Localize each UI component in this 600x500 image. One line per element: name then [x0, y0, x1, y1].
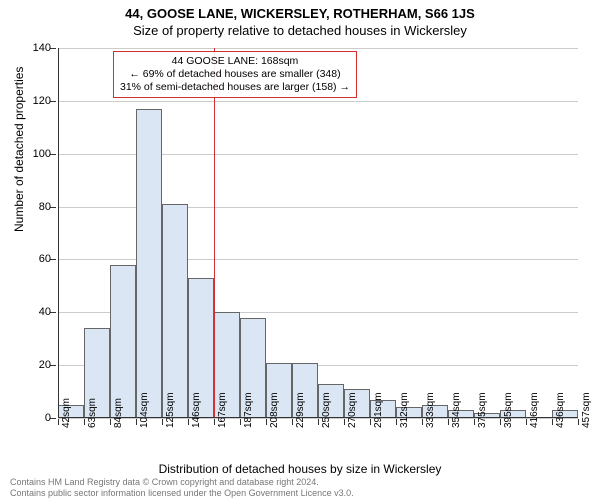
x-tick-label: 187sqm	[243, 392, 254, 428]
y-tick-label: 40	[39, 306, 51, 318]
x-tick-label: 457sqm	[581, 392, 592, 428]
chart-container: 44, GOOSE LANE, WICKERSLEY, ROTHERHAM, S…	[0, 0, 600, 500]
marker-line	[214, 48, 215, 418]
x-tick-label: 125sqm	[165, 392, 176, 428]
y-tick-label: 80	[39, 201, 51, 213]
x-tick	[240, 419, 241, 425]
x-tick	[552, 419, 553, 425]
x-tick-label: 42sqm	[61, 398, 72, 428]
x-tick	[110, 419, 111, 425]
histogram-bar	[136, 109, 162, 418]
x-tick	[396, 419, 397, 425]
y-tick-label: 0	[45, 412, 51, 424]
x-tick-label: 375sqm	[477, 392, 488, 428]
annotation-line3: 31% of semi-detached houses are larger (…	[120, 81, 350, 94]
x-axis-title: Distribution of detached houses by size …	[0, 462, 600, 476]
y-axis-title: Number of detached properties	[12, 67, 26, 232]
x-tick	[448, 419, 449, 425]
plot-area: 02040608010012014042sqm63sqm84sqm104sqm1…	[58, 48, 578, 418]
x-tick	[500, 419, 501, 425]
x-tick	[292, 419, 293, 425]
x-tick	[214, 419, 215, 425]
x-tick-label: 416sqm	[529, 392, 540, 428]
histogram-bar	[162, 204, 188, 418]
x-tick	[370, 419, 371, 425]
x-tick-label: 63sqm	[87, 398, 98, 428]
y-tick-label: 140	[33, 42, 51, 54]
annotation-line1: 44 GOOSE LANE: 168sqm	[120, 55, 350, 68]
x-tick	[266, 419, 267, 425]
x-tick-label: 436sqm	[555, 392, 566, 428]
x-tick	[474, 419, 475, 425]
y-axis	[58, 48, 59, 418]
x-tick	[344, 419, 345, 425]
x-tick-label: 250sqm	[321, 392, 332, 428]
x-tick	[58, 419, 59, 425]
x-tick	[136, 419, 137, 425]
x-tick-label: 333sqm	[425, 392, 436, 428]
x-tick	[318, 419, 319, 425]
x-tick-label: 104sqm	[139, 392, 150, 428]
attribution: Contains HM Land Registry data © Crown c…	[10, 477, 354, 498]
x-tick-label: 146sqm	[191, 392, 202, 428]
x-tick-label: 312sqm	[399, 392, 410, 428]
x-tick-label: 167sqm	[217, 392, 228, 428]
x-tick-label: 208sqm	[269, 392, 280, 428]
chart-title-address: 44, GOOSE LANE, WICKERSLEY, ROTHERHAM, S…	[0, 0, 600, 21]
x-tick	[578, 419, 579, 425]
y-tick-label: 100	[33, 148, 51, 160]
x-tick-label: 395sqm	[503, 392, 514, 428]
x-tick	[84, 419, 85, 425]
histogram-bar	[110, 265, 136, 418]
x-tick-label: 84sqm	[113, 398, 124, 428]
y-tick-label: 20	[39, 359, 51, 371]
grid-line	[58, 101, 578, 102]
y-tick-label: 120	[33, 95, 51, 107]
y-tick-label: 60	[39, 253, 51, 265]
x-tick-label: 354sqm	[451, 392, 462, 428]
grid-line	[58, 48, 578, 49]
x-tick	[422, 419, 423, 425]
x-tick	[162, 419, 163, 425]
x-tick	[526, 419, 527, 425]
attribution-line2: Contains public sector information licen…	[10, 488, 354, 498]
annotation-line2: ← 69% of detached houses are smaller (34…	[120, 68, 350, 81]
x-tick	[188, 419, 189, 425]
attribution-line1: Contains HM Land Registry data © Crown c…	[10, 477, 354, 487]
chart-subtitle: Size of property relative to detached ho…	[0, 23, 600, 38]
annotation-box: 44 GOOSE LANE: 168sqm← 69% of detached h…	[113, 51, 357, 98]
x-tick-label: 270sqm	[347, 392, 358, 428]
x-tick-label: 291sqm	[373, 392, 384, 428]
x-axis	[58, 417, 578, 418]
x-tick-label: 229sqm	[295, 392, 306, 428]
